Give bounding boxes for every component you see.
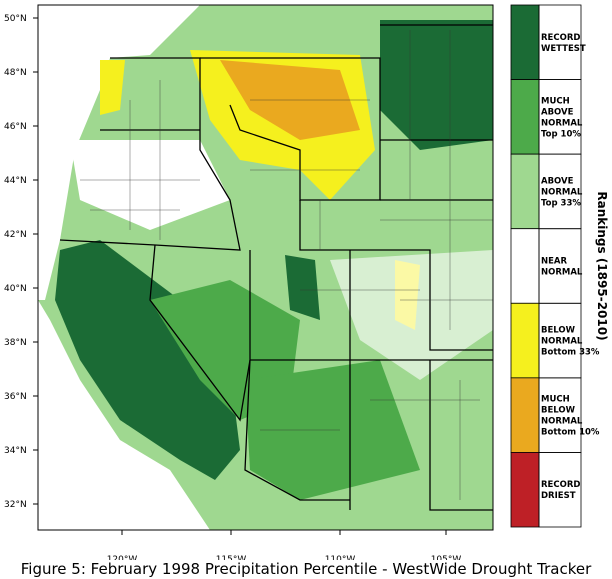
legend-label: NORMAL <box>541 417 583 427</box>
near-normal-or <box>70 140 230 230</box>
county-lines <box>80 30 493 500</box>
legend-label: ABOVE <box>541 176 574 186</box>
latitude-labels: 50°N 48°N 46°N 44°N 42°N 40°N 38°N 36°N 34°N 32°N <box>4 14 38 510</box>
legend-label: RECORD <box>541 480 580 490</box>
latitude-label: 38°N <box>4 338 27 348</box>
legend-label: NORMAL <box>541 268 583 278</box>
legend-label-box <box>538 452 582 528</box>
latitude-label: 50°N <box>4 14 27 24</box>
legend-label: DRIEST <box>541 491 576 501</box>
legend-label: NORMAL <box>541 337 583 347</box>
legend-label: MUCH <box>541 395 570 405</box>
ocean-south <box>38 300 210 530</box>
wet-region-ca <box>55 240 240 480</box>
legend-label: Bottom 10% <box>541 428 600 438</box>
latitude-label: 40°N <box>4 284 27 294</box>
latitude-label: 36°N <box>4 392 27 402</box>
latitude-label: 32°N <box>4 500 27 510</box>
ocean <box>38 5 200 300</box>
map <box>37 4 494 531</box>
legend-label: Top 10% <box>541 129 581 139</box>
legend-title: Rankings (1895-2010) <box>595 191 609 340</box>
latitude-label: 34°N <box>4 446 27 456</box>
legend-swatch <box>510 153 540 230</box>
legend-swatch <box>510 79 540 155</box>
latitude-label: 48°N <box>4 68 27 78</box>
caption-background <box>0 560 612 579</box>
legend-swatch <box>510 377 540 453</box>
legend-label: Top 33% <box>541 198 581 208</box>
latitude-label: 44°N <box>4 176 27 186</box>
legend-swatch <box>510 4 540 80</box>
map-frame <box>37 4 494 531</box>
legend-swatch <box>510 302 540 379</box>
latitude-label: 46°N <box>4 122 27 132</box>
legend-label: NEAR <box>541 257 567 267</box>
legend-swatch <box>510 452 540 528</box>
wet-region-ut <box>285 255 320 320</box>
near-normal-plains <box>330 250 493 380</box>
legend-label: NORMAL <box>541 187 583 197</box>
dry-region-wa <box>100 60 125 115</box>
latitude-label: 42°N <box>4 230 27 240</box>
legend-label: NORMAL <box>541 118 583 128</box>
legend-label: WETTEST <box>541 44 586 54</box>
legend-label: MUCH <box>541 96 570 106</box>
legend-label: BELOW <box>541 406 576 416</box>
legend-label: BELOW <box>541 326 576 336</box>
legend-label: RECORD <box>541 33 580 43</box>
legend-swatch <box>510 228 540 304</box>
legend-label: ABOVE <box>541 107 574 117</box>
caption: Figure 5: February 1998 Precipitation Pe… <box>21 560 592 578</box>
wet-region-nd <box>380 20 493 150</box>
state-borders <box>59 24 493 511</box>
legend-label: Bottom 33% <box>541 348 600 358</box>
